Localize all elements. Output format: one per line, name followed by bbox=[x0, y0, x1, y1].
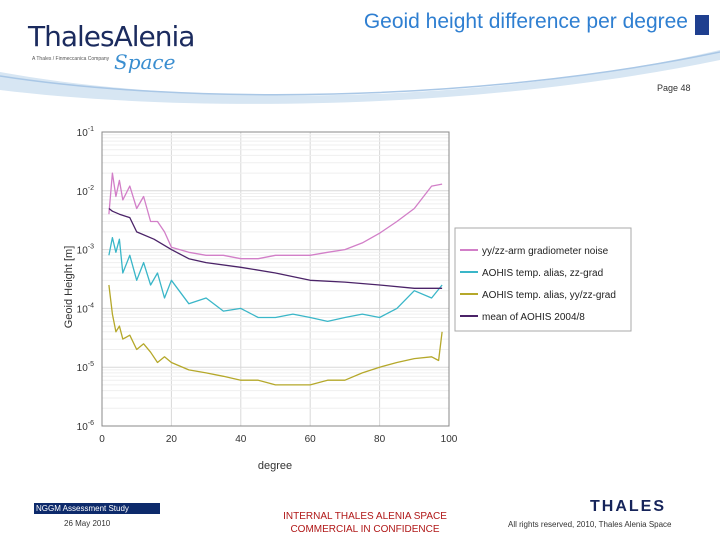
y-tick-label: 10-6 bbox=[77, 420, 94, 433]
logo-space: Space bbox=[114, 50, 176, 74]
x-tick-label: 80 bbox=[374, 434, 386, 445]
y-tick-exponent: -6 bbox=[88, 420, 94, 427]
thales-alenia-space-logo: ThalesAlenia A Thales / Finmeccanica Com… bbox=[22, 16, 195, 76]
plot-border bbox=[101, 131, 450, 427]
legend-label: mean of AOHIS 2004/8 bbox=[482, 312, 585, 323]
y-tick-label: 10-1 bbox=[77, 126, 94, 139]
legend-label: yy/zz-arm gradiometer noise bbox=[482, 246, 609, 257]
series-line-2 bbox=[108, 236, 443, 323]
footer-date: 26 May 2010 bbox=[64, 519, 111, 528]
y-tick-base: 10 bbox=[77, 363, 89, 374]
x-tick-labels: 0 20 40 60 80 100 bbox=[99, 434, 458, 445]
footer-confidentiality: INTERNAL THALES ALENIA SPACE COMMERCIAL … bbox=[260, 510, 470, 536]
x-axis-label: degree bbox=[258, 460, 292, 472]
chart-legend: yy/zz-arm gradiometer noise AOHIS temp. a… bbox=[454, 227, 632, 332]
thales-logo: THALES bbox=[590, 498, 666, 515]
series-line-3 bbox=[108, 284, 443, 386]
title-accent-square bbox=[695, 15, 709, 35]
y-tick-base: 10 bbox=[77, 246, 89, 257]
geoid-chart: 0 20 40 60 80 100 10-110-210-310-410-510-6 de… bbox=[63, 126, 632, 472]
chart-series bbox=[108, 172, 443, 386]
page-number: Page 48 bbox=[657, 83, 691, 93]
y-axis-label: Geoid Height [m] bbox=[63, 246, 75, 329]
footer-internal-line2: COMMERCIAL IN CONFIDENCE bbox=[290, 524, 440, 535]
legend-label: AOHIS temp. alias, yy/zz-grad bbox=[482, 290, 616, 301]
footer-internal-line1: INTERNAL THALES ALENIA SPACE bbox=[283, 511, 447, 522]
y-tick-base: 10 bbox=[77, 187, 89, 198]
footer-study: NGGM Assessment Study bbox=[36, 504, 129, 513]
x-tick-label: 60 bbox=[305, 434, 317, 445]
y-tick-exponent: -5 bbox=[88, 361, 94, 368]
x-tick-label: 0 bbox=[99, 434, 105, 445]
y-tick-exponent: -4 bbox=[88, 302, 94, 309]
y-tick-exponent: -1 bbox=[88, 126, 94, 133]
logo-wordmark: ThalesAlenia bbox=[28, 20, 195, 53]
slide-title: Geoid height difference per degree bbox=[363, 10, 688, 33]
series-line-1 bbox=[108, 172, 443, 260]
y-tick-base: 10 bbox=[77, 128, 89, 139]
y-tick-exponent: -2 bbox=[88, 185, 94, 192]
y-tick-labels: 10-110-210-310-410-510-6 bbox=[77, 126, 94, 433]
x-tick-label: 100 bbox=[441, 434, 458, 445]
x-tick-label: 20 bbox=[166, 434, 178, 445]
y-tick-label: 10-4 bbox=[77, 302, 94, 315]
x-tick-label: 40 bbox=[235, 434, 247, 445]
y-tick-base: 10 bbox=[77, 304, 89, 315]
logo-tagline: A Thales / Finmeccanica Company bbox=[32, 56, 110, 62]
legend-box bbox=[454, 227, 632, 332]
footer-rights: All rights reserved, 2010, Thales Alenia… bbox=[508, 520, 672, 529]
series-line-4 bbox=[108, 207, 443, 289]
footer-study-box bbox=[34, 503, 160, 514]
y-tick-label: 10-5 bbox=[77, 361, 94, 374]
y-tick-base: 10 bbox=[77, 422, 89, 433]
y-tick-exponent: -3 bbox=[88, 244, 94, 251]
y-tick-label: 10-3 bbox=[77, 244, 94, 257]
legend-label: AOHIS temp. alias, zz-grad bbox=[482, 268, 603, 279]
header-swoosh bbox=[0, 50, 720, 104]
y-tick-label: 10-2 bbox=[77, 185, 94, 198]
